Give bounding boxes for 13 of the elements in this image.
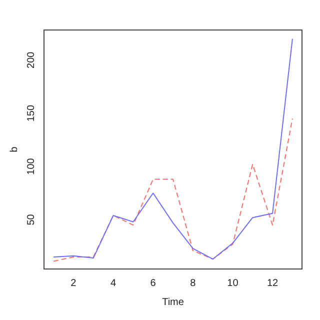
y-axis-title: b [8,146,20,152]
x-tick-label: 12 [266,278,279,289]
x-tick-label: 10 [227,278,239,289]
y-tick-label: 100 [26,158,37,175]
x-tick-label: 4 [110,278,116,289]
x-tick-label: 6 [150,278,156,289]
line-series [53,118,293,262]
y-tick-label: 200 [26,51,37,68]
x-tick-label: 2 [70,278,77,289]
x-tick-label: 8 [190,278,196,289]
y-tick-label: 150 [26,104,37,122]
x-axis-title: Time [162,296,184,308]
y-tick-label: 50 [26,214,37,226]
